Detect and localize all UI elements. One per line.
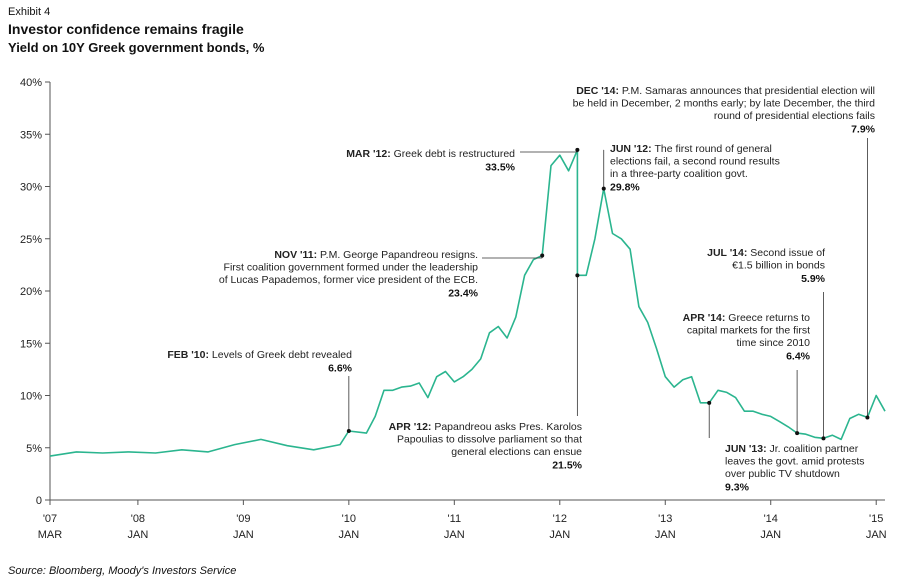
annotation-marker [575, 273, 580, 278]
annotation-marker [821, 436, 826, 441]
x-tick-month: JAN [866, 529, 887, 541]
chart-title: Investor confidence remains fragile [8, 21, 244, 37]
annotation-marker [795, 431, 800, 436]
annotation-marker [707, 400, 712, 405]
annotation: JUN '13: Jr. coalition partner leaves the… [707, 400, 865, 494]
annotation-text: FEB '10: Levels of Greek debt revealed [167, 349, 352, 361]
y-tick-label: 15% [20, 338, 42, 350]
series-layer [49, 149, 886, 457]
y-tick-label: 20% [20, 286, 42, 298]
annotation-text: JUN '13: Jr. coalition partner leaves the… [725, 443, 865, 480]
annotation-value: 33.5% [485, 162, 515, 174]
annotation-text: APR '14: Greece returns to capital market… [683, 312, 811, 349]
x-tick-year: '15 [869, 513, 883, 525]
chart-subtitle: Yield on 10Y Greek government bonds, % [8, 40, 265, 55]
y-tick-label: 35% [20, 129, 42, 141]
series-line [49, 149, 886, 457]
x-tick-year: '08 [131, 513, 145, 525]
annotation: APR '14: Greece returns to capital market… [683, 312, 811, 436]
x-tick-month: JAN [128, 529, 149, 541]
annotation-marker [601, 186, 606, 191]
y-tick-label: 0 [36, 495, 42, 507]
y-tick-label: 25% [20, 234, 42, 246]
annotation-marker [575, 147, 580, 152]
annotation: DEC '14: P.M. Samaras announces that pre… [573, 85, 876, 420]
annotation-marker [346, 429, 351, 434]
annotation: NOV '11: P.M. George Papandreou resigns.… [219, 249, 545, 300]
x-tick-year: '13 [658, 513, 672, 525]
y-tick-label: 10% [20, 391, 42, 403]
annotation-text: APR '12: Papandreou asks Pres. Karolos Pa… [389, 421, 583, 458]
x-tick-year: '10 [342, 513, 356, 525]
x-tick-year: '09 [236, 513, 250, 525]
y-tick-label: 5% [26, 443, 42, 455]
tick-labels: 0 5% 10% 15% 20% 25% 30% 35% 40% '07 MAR '08 JAN '09 J… [20, 77, 887, 541]
x-tick-year: '11 [448, 513, 462, 525]
annotation-text: JUL '14: Second issue of €1.5 billion in … [707, 247, 825, 272]
x-tick-month: JAN [655, 529, 676, 541]
annotation-value: 21.5% [552, 460, 582, 472]
annotation-value: 5.9% [801, 273, 826, 285]
annotation-value: 6.4% [786, 351, 811, 363]
annotation: JUN '12: The first round of general elect… [601, 143, 780, 194]
annotation: APR '12: Papandreou asks Pres. Karolos Pa… [389, 273, 583, 472]
annotation-value: 9.3% [725, 482, 750, 494]
annotation: MAR '12: Greek debt is restructured 33.5% [346, 147, 580, 174]
x-tick-month: JAN [760, 529, 781, 541]
annotation-text: JUN '12: The first round of general elect… [610, 143, 780, 180]
source-note: Source: Bloomberg, Moody's Investors Ser… [8, 565, 237, 577]
x-tick-month: JAN [549, 529, 570, 541]
annotation-text: MAR '12: Greek debt is restructured [346, 148, 515, 160]
annotation-value: 7.9% [851, 124, 876, 136]
x-tick-year: '12 [553, 513, 567, 525]
annotation-marker [540, 253, 545, 258]
exhibit-label: Exhibit 4 [8, 6, 51, 18]
annotation-value: 23.4% [448, 288, 478, 300]
annotation-text: NOV '11: P.M. George Papandreou resigns.… [219, 249, 478, 286]
axes [45, 81, 885, 505]
annotation-marker [865, 415, 870, 420]
annotation: FEB '10: Levels of Greek debt revealed 6.… [167, 349, 353, 434]
annotation-value: 29.8% [610, 182, 640, 194]
y-tick-label: 30% [20, 182, 42, 194]
y-tick-label: 40% [20, 77, 42, 89]
x-tick-month: JAN [233, 529, 254, 541]
annotation: JUL '14: Second issue of €1.5 billion in … [707, 247, 826, 441]
x-tick-month: JAN [338, 529, 359, 541]
x-tick-month: JAN [444, 529, 465, 541]
annotation-text: DEC '14: P.M. Samaras announces that pre… [573, 85, 875, 122]
x-tick-year: '07 [43, 513, 57, 525]
x-tick-year: '14 [764, 513, 778, 525]
annotation-layer: FEB '10: Levels of Greek debt revealed 6.… [167, 85, 875, 494]
x-tick-month: MAR [38, 529, 63, 541]
annotation-value: 6.6% [328, 363, 353, 375]
